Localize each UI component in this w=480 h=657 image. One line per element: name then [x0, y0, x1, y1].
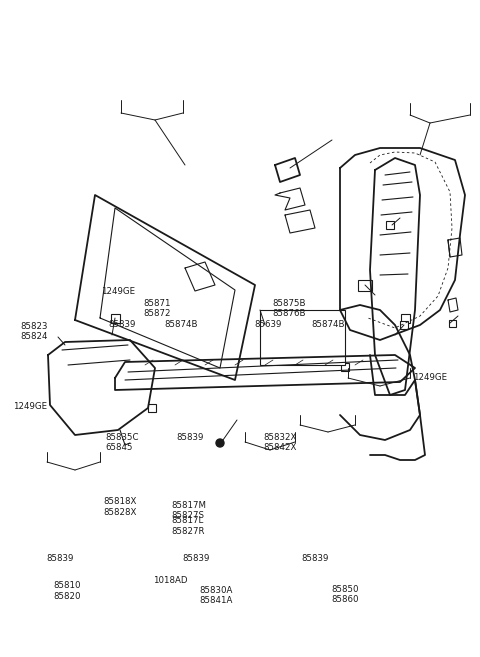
Text: 85839: 85839 — [182, 554, 210, 563]
Text: 1249GE: 1249GE — [13, 402, 48, 411]
Bar — [358, 279, 372, 290]
Text: 85823
85824: 85823 85824 — [20, 322, 48, 342]
Text: 85839: 85839 — [47, 554, 74, 563]
Text: 85875B
85876B: 85875B 85876B — [272, 299, 306, 319]
Bar — [400, 321, 408, 329]
Bar — [386, 221, 394, 229]
Text: 85839: 85839 — [177, 433, 204, 442]
Text: 85835C
65845: 85835C 65845 — [106, 433, 139, 453]
Text: 85817L
85827R: 85817L 85827R — [172, 516, 205, 536]
Text: 1249GE: 1249GE — [413, 373, 447, 382]
Text: 85874B: 85874B — [164, 320, 198, 329]
Text: 85639: 85639 — [254, 320, 282, 329]
Text: 85832X
85842X: 85832X 85842X — [263, 433, 297, 453]
Bar — [110, 313, 120, 323]
Bar — [400, 313, 409, 323]
Bar — [341, 363, 349, 371]
Text: 1018AD: 1018AD — [153, 576, 187, 585]
Text: 85810
85820: 85810 85820 — [53, 581, 81, 601]
Text: 85830A
85841A: 85830A 85841A — [199, 586, 233, 606]
Bar — [260, 310, 345, 365]
Text: 85850
85860: 85850 85860 — [332, 585, 360, 604]
Text: 85818X
85828X: 85818X 85828X — [103, 497, 137, 517]
Text: 85839: 85839 — [108, 320, 135, 329]
Text: 85874B: 85874B — [311, 320, 345, 329]
Text: 85871
85872: 85871 85872 — [143, 299, 170, 319]
Circle shape — [216, 439, 224, 447]
Text: 1249GE: 1249GE — [101, 287, 135, 296]
Bar — [148, 404, 156, 412]
Text: 85817M
85827S: 85817M 85827S — [172, 501, 207, 520]
Text: 85839: 85839 — [301, 554, 328, 563]
Bar — [448, 319, 456, 327]
